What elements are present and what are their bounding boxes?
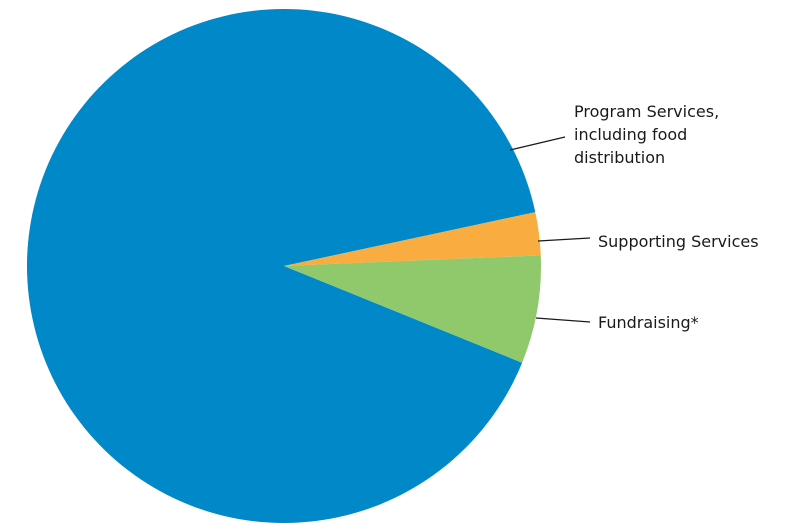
- label-supporting-services: Supporting Services: [598, 232, 759, 251]
- pie-slices: [27, 8, 541, 523]
- label-program-services-line: distribution: [574, 148, 665, 167]
- label-program-services-line: including food: [574, 125, 687, 144]
- label-program-services: Program Services, including food distribut…: [574, 102, 719, 167]
- label-fundraising-line: Fundraising*: [598, 313, 699, 332]
- label-program-services-line: Program Services,: [574, 102, 719, 121]
- slice-fundraising: [284, 255, 541, 363]
- label-supporting-services-line: Supporting Services: [598, 232, 759, 251]
- label-program-services-leader: [509, 136, 566, 151]
- label-supporting-services-leader: [537, 237, 591, 242]
- label-fundraising: Fundraising*: [598, 313, 699, 332]
- slice-supporting-services: [284, 212, 541, 266]
- slice-labels: Program Services, including food distribut…: [509, 102, 759, 332]
- slice-program-services: [27, 8, 536, 523]
- label-fundraising-leader: [535, 317, 591, 323]
